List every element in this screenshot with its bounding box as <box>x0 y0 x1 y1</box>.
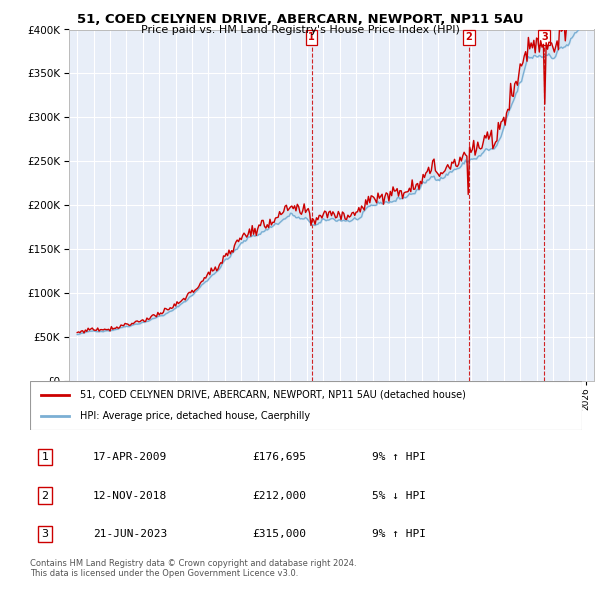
Text: 2: 2 <box>466 32 472 42</box>
Text: 1: 1 <box>41 453 49 462</box>
Text: 3: 3 <box>41 529 49 539</box>
Text: Price paid vs. HM Land Registry's House Price Index (HPI): Price paid vs. HM Land Registry's House … <box>140 25 460 35</box>
Text: 12-NOV-2018: 12-NOV-2018 <box>93 491 167 500</box>
Text: 9% ↑ HPI: 9% ↑ HPI <box>372 529 426 539</box>
Text: 2: 2 <box>41 491 49 500</box>
Text: 1: 1 <box>308 32 315 42</box>
Text: £315,000: £315,000 <box>252 529 306 539</box>
Text: 51, COED CELYNEN DRIVE, ABERCARN, NEWPORT, NP11 5AU: 51, COED CELYNEN DRIVE, ABERCARN, NEWPOR… <box>77 13 523 26</box>
Text: 3: 3 <box>541 32 548 42</box>
Text: £212,000: £212,000 <box>252 491 306 500</box>
Text: Contains HM Land Registry data © Crown copyright and database right 2024.: Contains HM Land Registry data © Crown c… <box>30 559 356 568</box>
Text: 5% ↓ HPI: 5% ↓ HPI <box>372 491 426 500</box>
Text: 17-APR-2009: 17-APR-2009 <box>93 453 167 462</box>
Text: HPI: Average price, detached house, Caerphilly: HPI: Average price, detached house, Caer… <box>80 411 310 421</box>
Text: £176,695: £176,695 <box>252 453 306 462</box>
Text: 9% ↑ HPI: 9% ↑ HPI <box>372 453 426 462</box>
Text: This data is licensed under the Open Government Licence v3.0.: This data is licensed under the Open Gov… <box>30 569 298 578</box>
Text: 51, COED CELYNEN DRIVE, ABERCARN, NEWPORT, NP11 5AU (detached house): 51, COED CELYNEN DRIVE, ABERCARN, NEWPOR… <box>80 389 466 399</box>
FancyBboxPatch shape <box>30 381 582 430</box>
Text: 21-JUN-2023: 21-JUN-2023 <box>93 529 167 539</box>
